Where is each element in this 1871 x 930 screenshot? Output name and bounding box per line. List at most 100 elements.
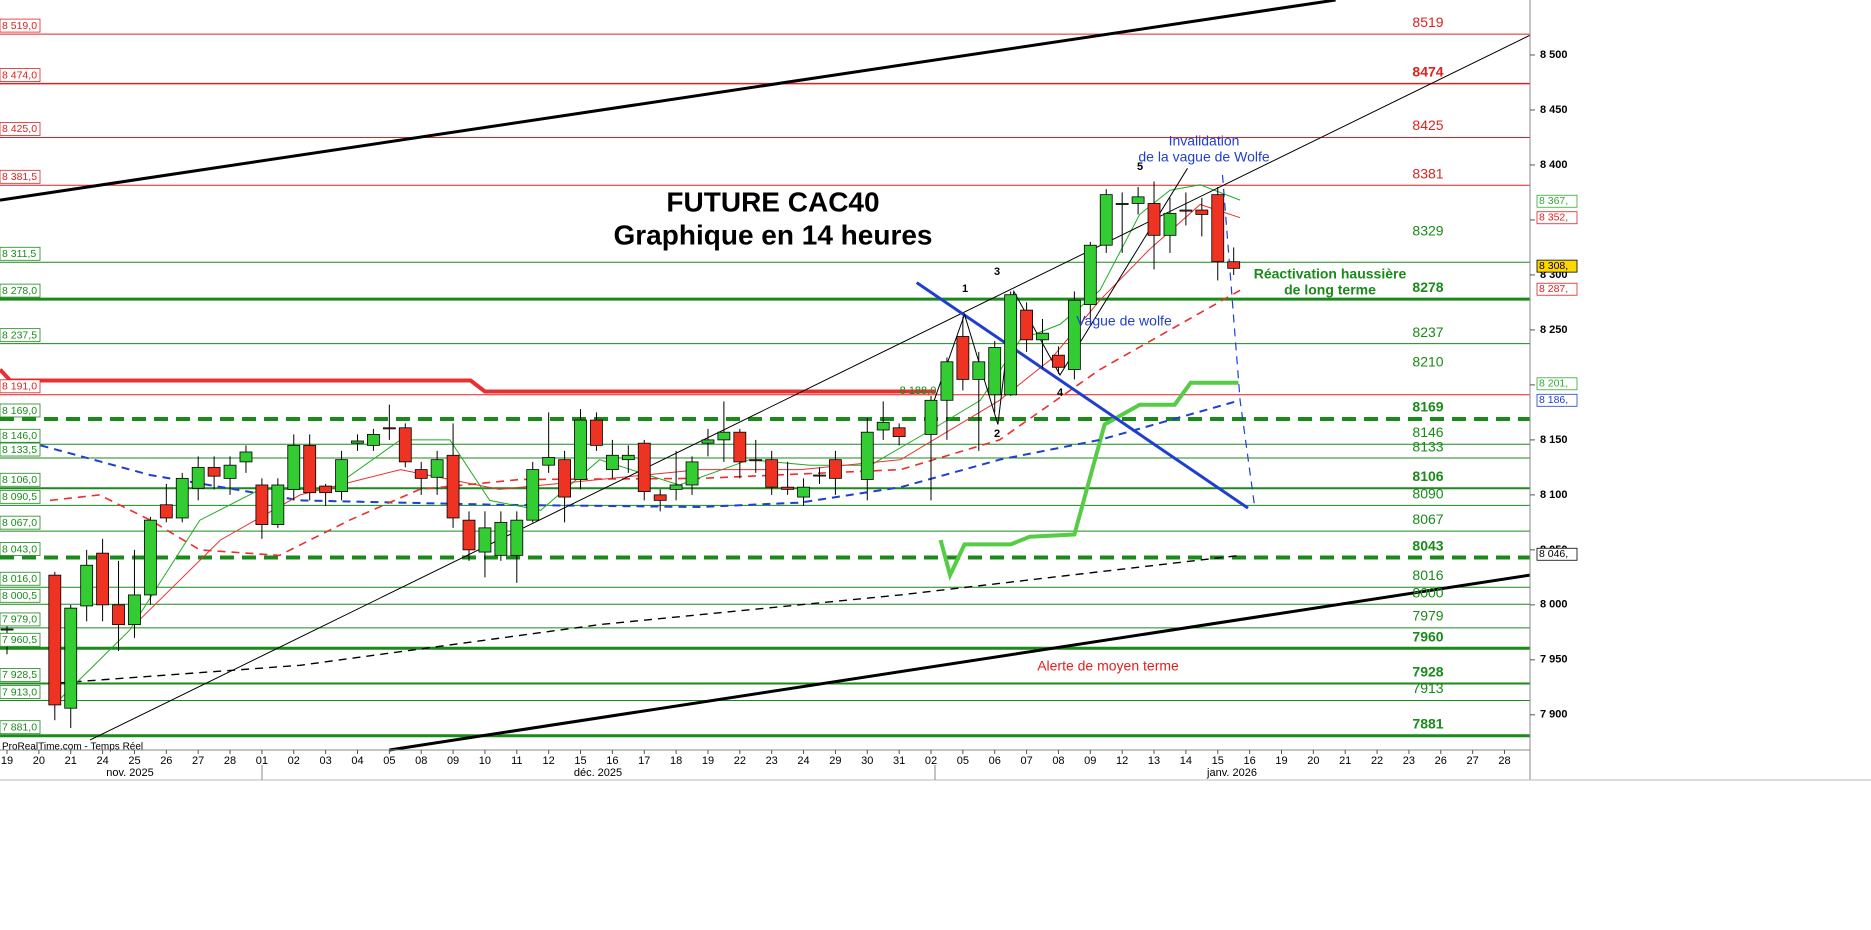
x-tick-label: 19 — [702, 755, 714, 767]
wave-label: 2 — [994, 428, 1000, 440]
level-label: 8 016,0 — [2, 573, 37, 585]
candle-body — [80, 564, 94, 607]
price-tag-label: 8 046, — [1539, 548, 1568, 560]
candle-body — [303, 444, 317, 494]
price-tag — [1536, 282, 1578, 296]
target-label: 8106 — [1412, 468, 1443, 484]
wave-label: 1 — [962, 283, 968, 295]
x-tick-label: 05 — [383, 755, 395, 767]
candle-body — [653, 494, 667, 501]
level-label-box — [0, 68, 41, 82]
level-label-box — [0, 632, 41, 647]
candle-body — [0, 628, 14, 631]
x-tick-label: 16 — [1243, 755, 1255, 767]
x-tick-label: 24 — [797, 755, 809, 767]
x-tick-label: 23 — [766, 755, 778, 767]
candle-body — [255, 484, 269, 525]
y-tick-label: 7 900 — [1540, 709, 1568, 721]
x-tick-label: 20 — [1307, 755, 1319, 767]
y-tick-label: 8 500 — [1540, 49, 1568, 61]
candle-body — [510, 519, 524, 556]
target-label: 8090 — [1412, 486, 1443, 502]
target-label: 8000 — [1412, 585, 1443, 601]
y-tick-label: 8 150 — [1540, 434, 1568, 446]
x-tick-label: 15 — [574, 755, 586, 767]
candle-body — [1115, 203, 1129, 205]
candle-body — [813, 474, 826, 477]
x-tick-label: 12 — [1116, 755, 1128, 767]
candle-body — [988, 347, 1002, 396]
target-label: 8425 — [1412, 117, 1443, 133]
price-tag-label: 8 308, — [1539, 260, 1568, 272]
target-label: 8329 — [1412, 223, 1443, 239]
candle-body — [191, 466, 205, 489]
candle-body — [143, 519, 157, 596]
target-label: 8169 — [1412, 399, 1443, 415]
candle-body — [112, 604, 125, 626]
y-tick-label: 8 100 — [1540, 489, 1568, 501]
level-label-box — [0, 515, 41, 530]
target-label: 8043 — [1412, 537, 1443, 553]
overlay-line — [1221, 174, 1255, 505]
x-tick-label: 09 — [1084, 755, 1096, 767]
candle-body — [574, 419, 587, 480]
level-label: 8 043,0 — [2, 543, 37, 555]
x-tick-label: 03 — [320, 755, 332, 767]
x-tick-label: 04 — [351, 755, 363, 767]
source: ProRealTime.com - Temps Réel — [2, 742, 143, 753]
x-tick-label: 02 — [288, 755, 300, 767]
overlay-line — [59, 554, 1241, 684]
level-label-box — [0, 542, 41, 556]
candle-body — [924, 399, 938, 435]
level-label-box — [0, 720, 41, 735]
candle-body — [287, 444, 301, 490]
level-label: 8 067,0 — [2, 517, 37, 529]
candle-body — [414, 469, 428, 479]
level-label: 7 960,5 — [2, 634, 37, 646]
wave-label: 3 — [994, 266, 1000, 278]
target-label: 7881 — [1412, 715, 1443, 731]
candle-body — [1036, 332, 1049, 341]
y-tick-label: 8 250 — [1540, 324, 1568, 336]
level-label-box — [0, 122, 41, 136]
candle-body — [685, 461, 699, 486]
candle-body — [271, 484, 285, 525]
x-tick-label: 07 — [1020, 755, 1032, 767]
level-label-box — [0, 283, 41, 298]
candle-body — [223, 464, 237, 479]
level-label-box — [0, 403, 41, 418]
candle-body — [637, 442, 651, 492]
x-tick-label: 26 — [1435, 755, 1447, 767]
x-tick-label: 28 — [224, 755, 236, 767]
candle-body — [1099, 194, 1113, 246]
x-tick-label: 31 — [893, 755, 905, 767]
level-label: 8 311,5 — [2, 248, 36, 260]
x-tick-label: 01 — [256, 755, 268, 767]
candle-body — [1004, 294, 1018, 396]
price-tag — [1536, 393, 1578, 407]
overlay-line — [0, 0, 1336, 202]
price-tag — [1536, 547, 1578, 561]
level-label: 8 133,5 — [2, 444, 37, 456]
candle-body — [48, 574, 62, 706]
level-label-box — [0, 169, 41, 184]
x-tick-label: 05 — [957, 755, 969, 767]
x-tick-label: 21 — [1339, 755, 1351, 767]
chart-title: FUTURE CAC40 — [666, 186, 879, 217]
x-tick-label: 19 — [1275, 755, 1287, 767]
y-tick-label: 8 000 — [1540, 599, 1568, 611]
x-tick-label: 29 — [829, 755, 841, 767]
x-tick-label: 09 — [447, 755, 459, 767]
target-label: 8067 — [1412, 511, 1443, 527]
candle-body — [462, 519, 476, 551]
candle-body — [1067, 299, 1081, 370]
level-label-box — [0, 612, 41, 627]
target-label: 8278 — [1412, 279, 1443, 295]
overlay-line — [0, 368, 936, 394]
target-label: 8519 — [1412, 14, 1443, 30]
x-tick-label: 13 — [1148, 755, 1160, 767]
axis-panel — [1530, 0, 1871, 780]
x-tick-label: 27 — [1467, 755, 1479, 767]
level-label: 8 425,0 — [2, 123, 37, 135]
x-tick-label: 19 — [1, 755, 13, 767]
